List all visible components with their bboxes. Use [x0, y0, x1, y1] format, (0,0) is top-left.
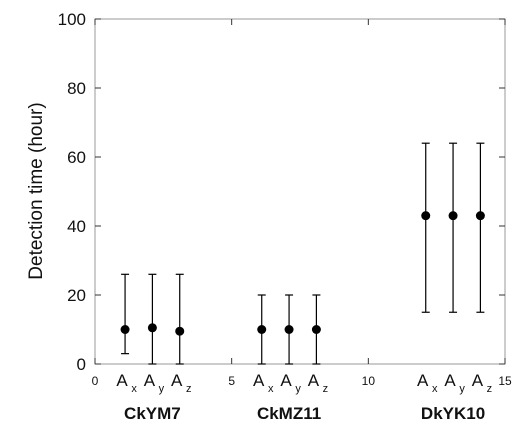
y-tick-label: 60: [67, 148, 86, 167]
point-label: A: [253, 371, 265, 390]
data-point: [120, 325, 130, 334]
point-label: A: [472, 371, 484, 390]
point-label-subscript: y: [459, 383, 465, 395]
y-axis: 0 20 40 60 80 100: [58, 10, 505, 374]
point-label-subscript: z: [186, 383, 192, 395]
x-tick-label: 15: [498, 374, 512, 388]
y-tick-label: 20: [67, 286, 86, 305]
data-point: [448, 211, 458, 221]
point-label-subscript: z: [323, 383, 329, 395]
x-axis: 0 5 10 15: [92, 19, 512, 388]
x-tick-label: 10: [362, 374, 376, 388]
point-label: A: [280, 371, 292, 390]
point-label-subscript: z: [487, 383, 493, 395]
data-point: [421, 211, 431, 221]
y-tick-label: 0: [77, 355, 86, 374]
point-label-subscript: x: [432, 383, 438, 395]
point-label: A: [171, 371, 183, 390]
point-label-subscript: y: [295, 383, 301, 395]
group-label: CkMZ11: [257, 404, 321, 423]
data-point: [175, 326, 185, 336]
data-point: [257, 325, 267, 334]
point-label-subscript: y: [159, 383, 165, 395]
x-tick-label: 5: [228, 374, 235, 388]
y-tick-label: 40: [67, 217, 86, 236]
data-point: [147, 323, 157, 333]
point-label: A: [417, 371, 429, 390]
x-tick-label: 0: [92, 374, 99, 388]
group-label: CkYM7: [124, 404, 181, 423]
data-series: [120, 142, 485, 365]
point-label: A: [116, 371, 128, 390]
data-point: [475, 211, 485, 221]
point-label: A: [444, 371, 456, 390]
y-axis-title: Detection time (hour): [26, 102, 47, 279]
plot-frame: [94, 18, 506, 365]
point-label: A: [308, 371, 320, 390]
data-point: [284, 325, 294, 334]
y-tick-label: 100: [58, 10, 86, 29]
point-label-subscript: x: [131, 383, 137, 395]
group-label: DkYK10: [421, 404, 485, 423]
data-point: [311, 325, 321, 334]
y-tick-label: 80: [67, 79, 86, 98]
point-label: A: [144, 371, 156, 390]
point-label-subscript: x: [268, 383, 274, 395]
